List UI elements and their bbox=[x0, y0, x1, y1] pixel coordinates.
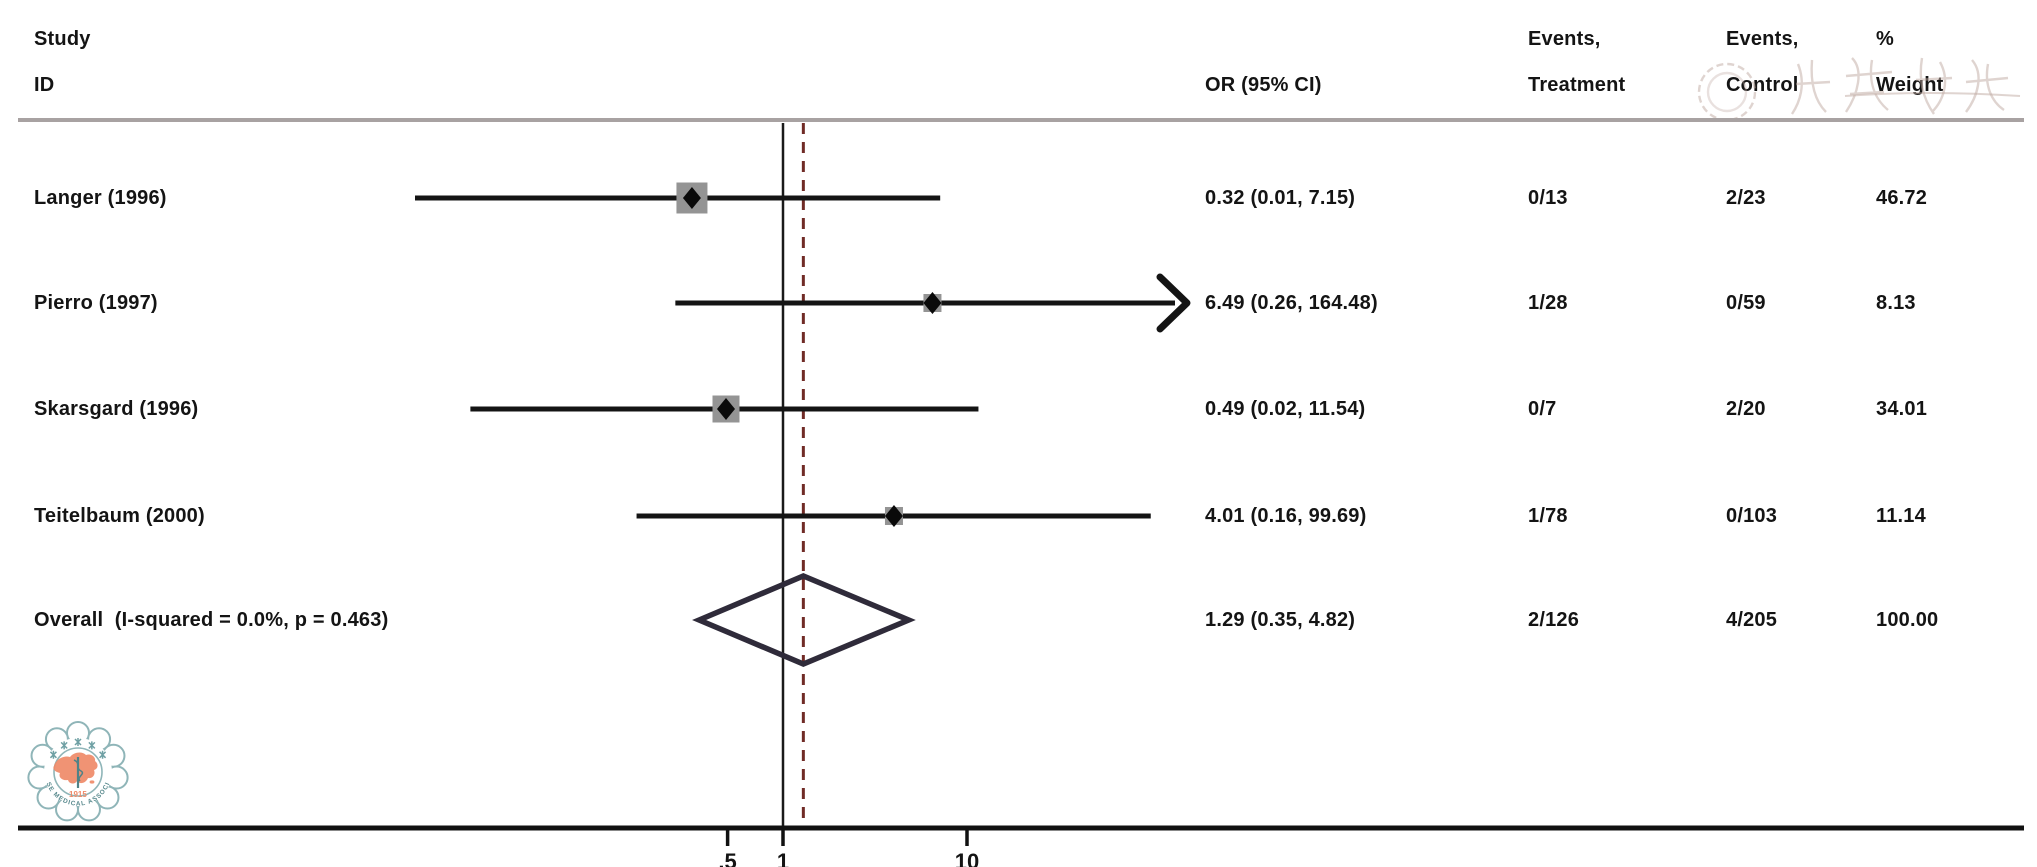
events-control-value: 2/23 bbox=[1726, 187, 1766, 209]
logo-chinese-char-mark bbox=[74, 738, 82, 746]
logo-chinese-char-mark bbox=[49, 750, 57, 759]
logo-chinese-char-mark bbox=[99, 750, 107, 759]
rows-layer bbox=[415, 182, 1191, 667]
axis-layer bbox=[725, 123, 969, 846]
study-label: Langer (1996) bbox=[34, 187, 167, 209]
logo-inner-ring bbox=[53, 747, 103, 797]
x-tick-label: 1 bbox=[776, 849, 790, 867]
header-study-line1: Study bbox=[34, 28, 91, 50]
study-label: Pierro (1997) bbox=[34, 292, 158, 314]
events-control-value: 0/103 bbox=[1726, 505, 1778, 527]
weight-value: 34.01 bbox=[1876, 398, 1928, 420]
header-events-treatment-line2: Treatment bbox=[1528, 74, 1626, 96]
study-label: Teitelbaum (2000) bbox=[34, 505, 205, 527]
events-control-value: 0/59 bbox=[1726, 292, 1766, 314]
or-ci-value: 0.32 (0.01, 7.15) bbox=[1205, 187, 1356, 209]
point-estimate-marker bbox=[923, 292, 942, 314]
header-weight-line1: % bbox=[1876, 28, 1894, 50]
ci-clipped-arrow-icon bbox=[1156, 273, 1191, 333]
or-ci-value: 6.49 (0.26, 164.48) bbox=[1205, 292, 1378, 314]
weight-value: 11.14 bbox=[1876, 505, 1926, 527]
weight-value: 46.72 bbox=[1876, 187, 1928, 209]
events-treatment-value: 1/78 bbox=[1528, 505, 1568, 527]
logo-island-dot bbox=[89, 780, 95, 784]
cma-logo-watermark: 1915 CHINESE MEDICAL ASSOCIATION bbox=[27, 721, 129, 822]
logo-china-map bbox=[53, 752, 98, 784]
x-tick-label: .5 bbox=[718, 849, 737, 867]
logo-year: 1915 bbox=[69, 790, 87, 799]
logo-snake-icon bbox=[73, 759, 84, 782]
or-ci-value: 0.49 (0.02, 11.54) bbox=[1205, 398, 1366, 420]
or-ci-value: 4.01 (0.16, 99.69) bbox=[1205, 505, 1367, 527]
logo-chinese-name-marks bbox=[49, 738, 107, 759]
point-estimate-marker bbox=[884, 505, 903, 527]
events-control-value: 2/20 bbox=[1726, 398, 1766, 420]
study-label: Skarsgard (1996) bbox=[34, 398, 199, 420]
logo-chinese-char-mark bbox=[88, 741, 96, 750]
header-events-control-line1: Events, bbox=[1726, 28, 1799, 50]
header-events-control-line2: Control bbox=[1726, 74, 1799, 96]
events-treatment-value: 1/28 bbox=[1528, 292, 1568, 314]
weight-value: 8.13 bbox=[1876, 292, 1916, 314]
events-treatment-value: 0/13 bbox=[1528, 187, 1568, 209]
point-estimate-marker bbox=[716, 398, 735, 420]
overall-events-control-value: 4/205 bbox=[1726, 609, 1778, 631]
header-stamp-watermark-icon bbox=[1697, 57, 2021, 122]
overall-weight-value: 100.00 bbox=[1876, 609, 1939, 631]
events-treatment-value: 0/7 bbox=[1528, 398, 1557, 420]
x-tick-label: 10 bbox=[954, 849, 980, 867]
logo-chinese-char-mark bbox=[60, 741, 68, 750]
point-estimate-marker bbox=[682, 187, 701, 209]
header-study-line2: ID bbox=[34, 74, 55, 96]
header-or-ci: OR (95% CI) bbox=[1205, 74, 1322, 96]
overall-label: Overall (I-squared = 0.0%, p = 0.463) bbox=[34, 609, 389, 631]
overall-diamond bbox=[692, 573, 916, 667]
overall-or-ci-value: 1.29 (0.35, 4.82) bbox=[1205, 609, 1356, 631]
overall-events-treatment-value: 2/126 bbox=[1528, 609, 1580, 631]
header-events-treatment-line1: Events, bbox=[1528, 28, 1601, 50]
